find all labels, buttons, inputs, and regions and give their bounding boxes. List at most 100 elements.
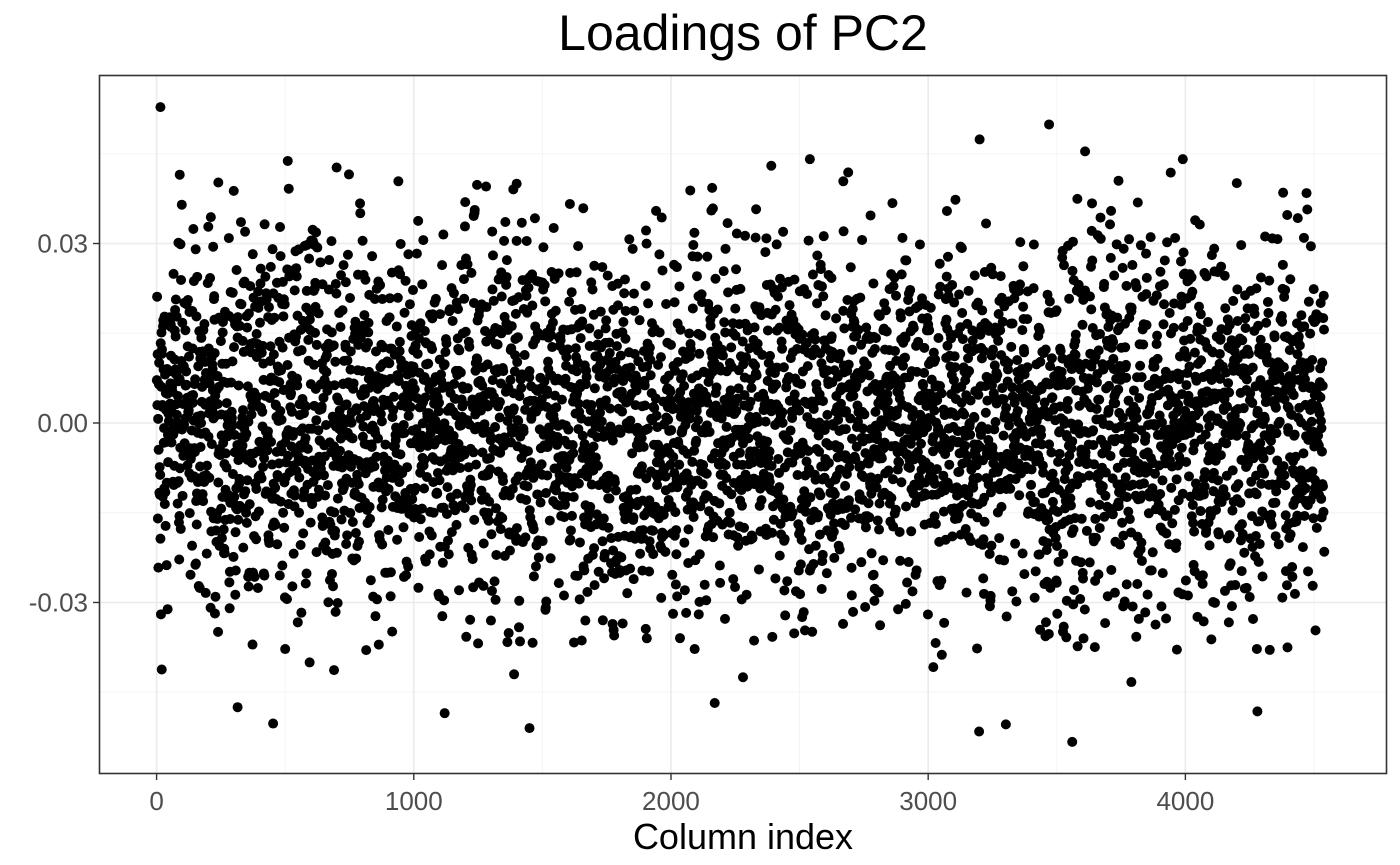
data-point — [1012, 405, 1023, 416]
data-point — [1305, 328, 1316, 339]
data-point — [330, 525, 341, 536]
data-point — [388, 405, 399, 416]
data-point — [1109, 587, 1120, 598]
data-point — [841, 406, 852, 417]
data-point — [432, 488, 443, 499]
data-point — [1185, 333, 1196, 344]
data-point — [332, 493, 343, 504]
data-point-extreme — [1252, 706, 1263, 717]
data-point — [701, 595, 712, 606]
data-point — [1285, 529, 1296, 540]
data-point — [337, 305, 348, 316]
data-point — [395, 449, 406, 460]
data-point — [287, 581, 298, 592]
data-point — [665, 386, 676, 397]
data-point — [265, 341, 276, 352]
data-point — [247, 457, 258, 468]
data-point — [228, 551, 239, 562]
data-point — [494, 412, 505, 423]
data-point — [352, 469, 363, 480]
data-point — [224, 603, 235, 614]
data-point — [354, 536, 364, 547]
data-point — [846, 562, 857, 573]
data-point — [458, 274, 469, 285]
data-point — [347, 516, 358, 527]
data-point — [205, 212, 216, 223]
data-point — [369, 461, 380, 472]
data-point — [449, 379, 460, 390]
data-point — [365, 575, 376, 586]
data-point — [269, 387, 280, 398]
data-point-extreme — [213, 177, 224, 188]
data-point — [1247, 397, 1258, 408]
data-point — [403, 410, 414, 421]
data-point — [574, 537, 585, 548]
data-point — [238, 405, 248, 416]
data-point — [749, 635, 760, 646]
data-point — [174, 511, 185, 522]
data-point — [398, 419, 409, 430]
data-point — [499, 235, 510, 246]
data-point — [1017, 325, 1028, 336]
data-point — [1012, 355, 1023, 366]
data-point — [941, 271, 952, 282]
data-point — [199, 319, 210, 330]
data-point — [770, 304, 781, 315]
data-point — [295, 539, 306, 550]
data-point — [1169, 504, 1180, 515]
data-point — [423, 358, 434, 369]
data-point — [338, 482, 349, 493]
data-point — [619, 288, 630, 299]
data-point — [294, 472, 305, 483]
data-point — [1087, 255, 1098, 266]
data-point — [995, 325, 1006, 336]
data-point — [1141, 289, 1152, 300]
data-point — [702, 251, 713, 262]
data-point — [1266, 435, 1277, 446]
data-point — [726, 489, 737, 500]
data-point — [1282, 210, 1293, 220]
data-point — [401, 570, 412, 581]
data-point — [600, 323, 611, 334]
data-point — [154, 462, 165, 473]
data-point — [433, 406, 444, 417]
data-point — [812, 298, 823, 309]
data-point — [153, 413, 164, 424]
data-point — [818, 231, 829, 242]
data-point — [550, 305, 561, 316]
data-point — [435, 309, 446, 320]
data-point — [279, 299, 290, 310]
data-point — [950, 362, 961, 373]
data-point — [895, 380, 906, 391]
data-point — [1035, 356, 1046, 367]
data-point — [958, 499, 969, 510]
data-point — [394, 336, 405, 347]
data-point — [1109, 270, 1120, 281]
data-point — [547, 317, 558, 328]
data-point — [419, 483, 430, 494]
data-point — [840, 480, 851, 491]
data-point — [1121, 280, 1132, 291]
data-point — [1141, 272, 1152, 283]
data-point — [553, 268, 564, 279]
data-point — [190, 374, 201, 385]
data-point — [721, 421, 732, 432]
data-point-extreme — [1113, 175, 1124, 186]
data-point — [584, 323, 595, 334]
data-point — [1161, 613, 1172, 624]
data-point — [568, 492, 579, 503]
data-point — [597, 615, 608, 626]
data-point — [1019, 569, 1030, 580]
data-point — [152, 513, 163, 524]
data-point — [399, 428, 410, 439]
data-point — [495, 378, 506, 389]
data-point — [564, 296, 575, 307]
data-point — [589, 383, 600, 394]
data-point — [961, 587, 972, 598]
data-point — [486, 432, 497, 443]
data-point — [187, 397, 198, 408]
data-point — [939, 617, 950, 628]
data-point — [459, 293, 470, 304]
data-point — [478, 580, 489, 591]
data-point — [281, 594, 292, 605]
